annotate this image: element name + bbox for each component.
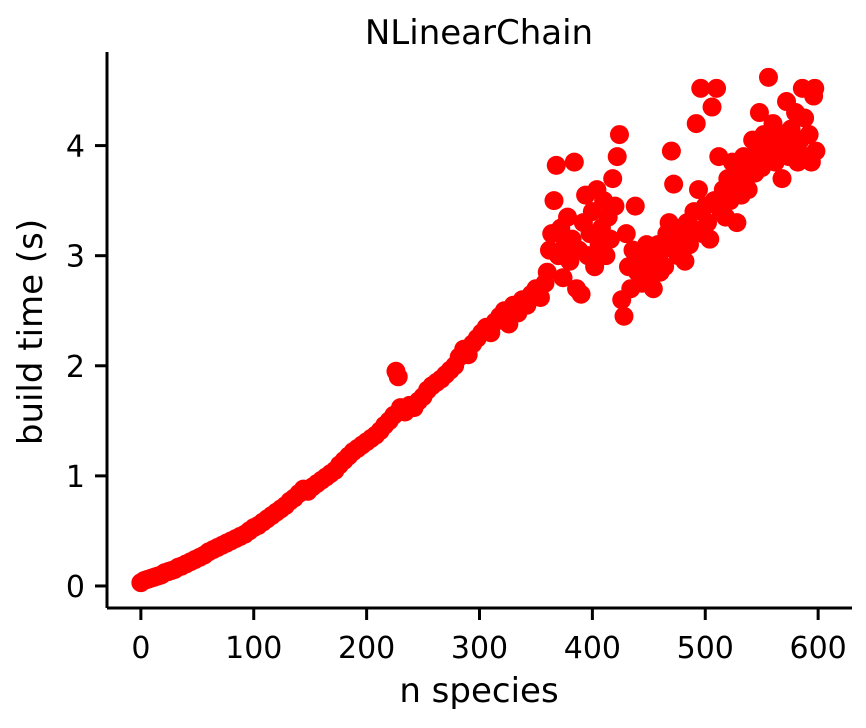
data-point xyxy=(558,207,578,227)
x-tick-label: 600 xyxy=(790,631,847,666)
data-point xyxy=(749,103,769,123)
data-point xyxy=(530,288,550,308)
y-tick-label: 4 xyxy=(66,130,85,165)
chart-title: NLinearChain xyxy=(365,13,593,53)
x-tick-label: 500 xyxy=(677,631,734,666)
data-point xyxy=(688,180,708,200)
data-point xyxy=(664,174,684,194)
y-tick-label: 3 xyxy=(66,240,85,275)
data-point xyxy=(600,229,620,249)
data-point xyxy=(596,246,616,266)
y-tick-label: 1 xyxy=(66,460,85,495)
data-point xyxy=(700,229,720,249)
data-point xyxy=(738,180,758,200)
x-tick-label: 400 xyxy=(564,631,621,666)
x-tick-label: 200 xyxy=(338,631,395,666)
y-axis-label: build time (s) xyxy=(11,219,51,445)
data-point xyxy=(643,279,663,299)
data-point xyxy=(806,141,826,161)
data-point xyxy=(553,268,573,288)
data-points xyxy=(131,67,826,593)
data-point xyxy=(661,141,681,161)
data-point xyxy=(758,67,778,87)
data-point xyxy=(679,235,699,255)
x-ticks: 0 100 200 300 400 500 600 xyxy=(131,608,847,666)
data-point xyxy=(799,125,819,145)
data-point xyxy=(605,196,625,216)
data-point xyxy=(686,114,706,134)
data-point xyxy=(772,169,792,189)
data-point xyxy=(805,78,825,98)
data-point xyxy=(702,97,722,117)
data-point xyxy=(795,108,815,128)
data-point xyxy=(609,125,629,145)
data-point xyxy=(607,147,627,167)
data-point xyxy=(675,251,695,271)
y-tick-label: 2 xyxy=(66,350,85,385)
data-point xyxy=(546,155,566,175)
data-point xyxy=(603,169,623,189)
data-point xyxy=(691,78,711,98)
data-point xyxy=(625,196,645,216)
data-point xyxy=(616,224,636,244)
data-point xyxy=(537,262,557,282)
data-point xyxy=(564,152,584,172)
x-tick-label: 300 xyxy=(451,631,508,666)
x-tick-label: 100 xyxy=(225,631,282,666)
data-point xyxy=(655,257,675,277)
x-tick-label: 0 xyxy=(131,631,150,666)
y-tick-label: 0 xyxy=(66,570,85,605)
data-point xyxy=(614,306,634,326)
data-point xyxy=(727,213,747,233)
data-point xyxy=(544,191,564,211)
data-point xyxy=(388,367,408,387)
data-point xyxy=(698,213,718,233)
y-ticks: 0 1 2 3 4 xyxy=(66,130,107,605)
data-point xyxy=(707,78,727,98)
data-point xyxy=(571,284,591,304)
axes: 0 100 200 300 400 500 600 0 1 2 3 4 xyxy=(66,52,852,666)
x-axis-label: n species xyxy=(399,671,558,711)
